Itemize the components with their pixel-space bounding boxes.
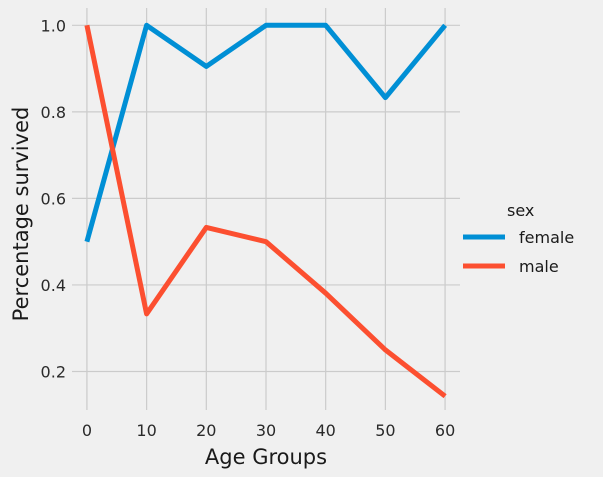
y-axis-label: Percentage survived [9, 107, 33, 322]
x-tick-label: 60 [435, 421, 455, 440]
series-line-male [84, 24, 447, 399]
legend-title: sex [507, 201, 534, 220]
legend: sex female male [463, 201, 574, 276]
x-tick-labels: 0 10 20 30 40 50 60 [82, 421, 455, 440]
x-gridlines [86, 8, 446, 410]
y-tick-labels: 0.2 0.4 0.6 0.8 1.0 [41, 16, 66, 381]
series-line-female [84, 22, 448, 243]
x-tick-label: 50 [375, 421, 395, 440]
y-tick-label: 0.8 [41, 103, 66, 122]
y-tick-label: 0.2 [41, 362, 66, 381]
series-lines [84, 22, 448, 399]
y-tick-label: 0.6 [41, 189, 66, 208]
x-tick-label: 30 [256, 421, 276, 440]
legend-label-female: female [519, 228, 574, 247]
x-tick-label: 10 [136, 421, 156, 440]
y-tick-label: 1.0 [41, 16, 66, 35]
y-tick-label: 0.4 [41, 276, 66, 295]
legend-label-male: male [519, 257, 559, 276]
x-tick-label: 0 [82, 421, 92, 440]
x-tick-label: 40 [316, 421, 336, 440]
x-tick-label: 20 [196, 421, 216, 440]
x-axis-label: Age Groups [205, 445, 327, 469]
